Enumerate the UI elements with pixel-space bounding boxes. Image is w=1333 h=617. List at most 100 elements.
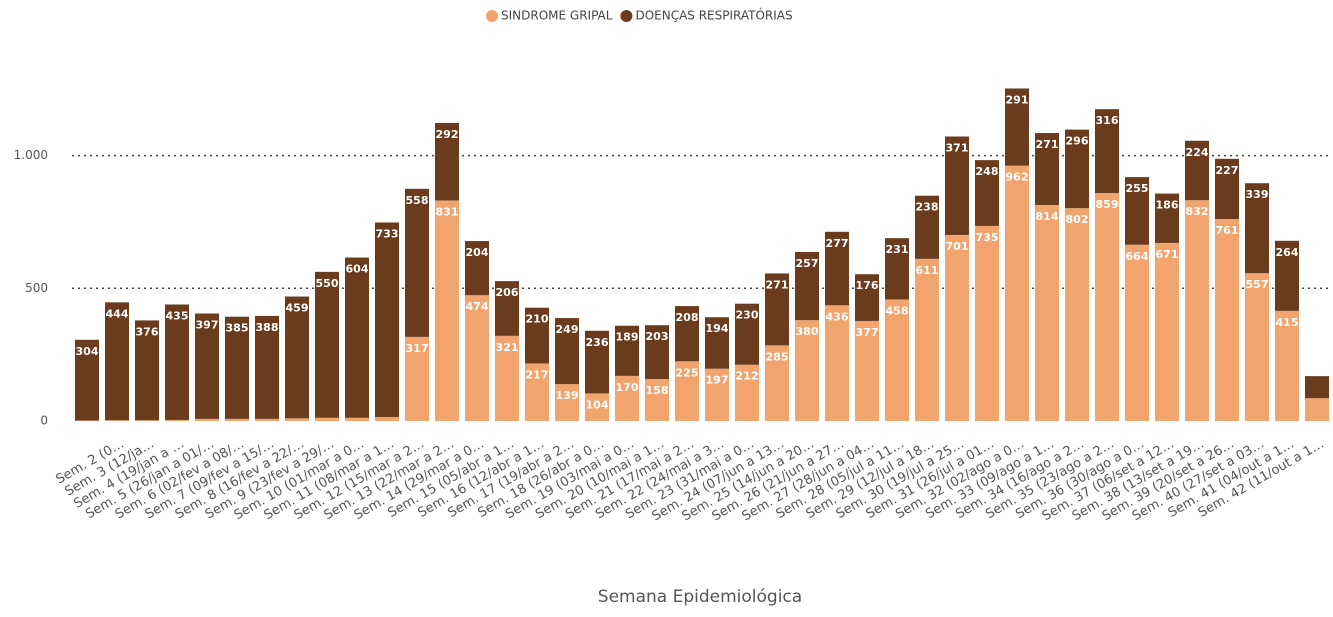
bar-segment [135,420,159,421]
bar-segment [975,160,999,226]
data-label: 859 [1096,198,1119,211]
data-label: 285 [766,350,789,363]
bar-segment [345,257,369,418]
data-label: 217 [526,368,549,381]
bar-segment [435,122,459,201]
bar-segment [795,320,819,421]
data-label: 255 [1126,182,1149,195]
data-label: 831 [436,205,459,218]
y-tick-label: 1.000 [14,148,48,162]
bar-segment [1185,140,1209,201]
bar-segment [225,316,249,419]
bar-segment [75,339,99,421]
bar-segment [555,384,579,421]
bar-segment [405,336,429,421]
data-label: 248 [976,165,999,178]
data-label: 296 [1066,135,1089,148]
bar-segment [165,304,189,420]
bar-segment [1155,193,1179,243]
data-label: 194 [706,322,729,335]
bar-segment [1185,200,1209,421]
data-label: 611 [916,264,939,277]
bar-segment [1275,240,1299,311]
data-label: 316 [1096,114,1119,127]
bar-segment [705,317,729,369]
bar-segment [735,364,759,421]
bar-segment [285,418,309,421]
bar-segment [315,271,339,418]
bar-segment [945,136,969,235]
data-label: 802 [1066,213,1089,226]
data-label: 321 [496,341,519,354]
data-label: 227 [1216,164,1239,177]
bar-segment [105,302,129,421]
bar-segment [915,258,939,421]
data-label: 212 [736,370,759,383]
bar-segment [255,315,279,419]
bar-segment [1215,219,1239,421]
bar-segment [255,418,279,421]
data-label: 225 [676,366,699,379]
bar-segment [1155,242,1179,421]
data-label: 231 [886,243,909,256]
bar-segment [915,195,939,259]
data-label: 206 [496,286,519,299]
bar-segment [165,419,189,421]
bar-segment [855,320,879,421]
data-label: 271 [1036,138,1059,151]
bar-segment [495,335,519,421]
data-label: 397 [196,319,219,332]
bar-segment [1095,193,1119,421]
data-label: 701 [946,240,969,253]
data-label: 604 [346,263,369,276]
data-label: 271 [766,278,789,291]
legend-label: SINDROME GRIPAL [501,9,613,23]
data-label: 170 [616,381,639,394]
data-label: 377 [856,326,879,339]
data-label: 264 [1276,246,1299,259]
data-label: 291 [1006,93,1029,106]
y-tick-label: 500 [25,281,48,295]
bar-segment [315,417,339,421]
data-label: 249 [556,323,579,336]
bar-segment [1005,88,1029,166]
data-label: 458 [886,304,909,317]
bar-segment [1065,129,1089,209]
data-label: 474 [466,300,489,313]
bar-segment [1215,158,1239,220]
bar-segment [645,379,669,421]
bar-segment [975,225,999,421]
y-tick-label: 0 [40,414,48,428]
bar-segment [645,325,669,380]
data-label: 230 [736,309,759,322]
bar-segment [1005,165,1029,421]
data-label: 380 [796,325,819,338]
data-label: 208 [676,311,699,324]
bar-segment [1305,376,1329,399]
data-label: 203 [646,330,669,343]
data-label: 761 [1216,224,1239,237]
bar-segment [1035,133,1059,205]
data-label: 236 [586,336,609,349]
bar-segment [675,306,699,362]
bar-segment [765,273,789,346]
bar-segment [1245,273,1269,421]
bar-segment [465,241,489,296]
data-label: 832 [1186,205,1209,218]
bar-segment [195,313,219,419]
data-label: 339 [1246,188,1269,201]
data-label: 317 [406,342,429,355]
bar-segment [795,251,819,321]
bar-segment [1125,244,1149,421]
bar-segment [465,295,489,421]
bar-segment [195,418,219,421]
data-label: 104 [586,398,609,411]
bar-segment [1245,183,1269,274]
data-label: 814 [1036,210,1059,223]
data-label: 186 [1156,199,1179,212]
data-label: 139 [556,389,579,402]
legend-marker [486,10,498,22]
bar-segment [1125,177,1149,245]
bar-segment [1305,398,1329,421]
